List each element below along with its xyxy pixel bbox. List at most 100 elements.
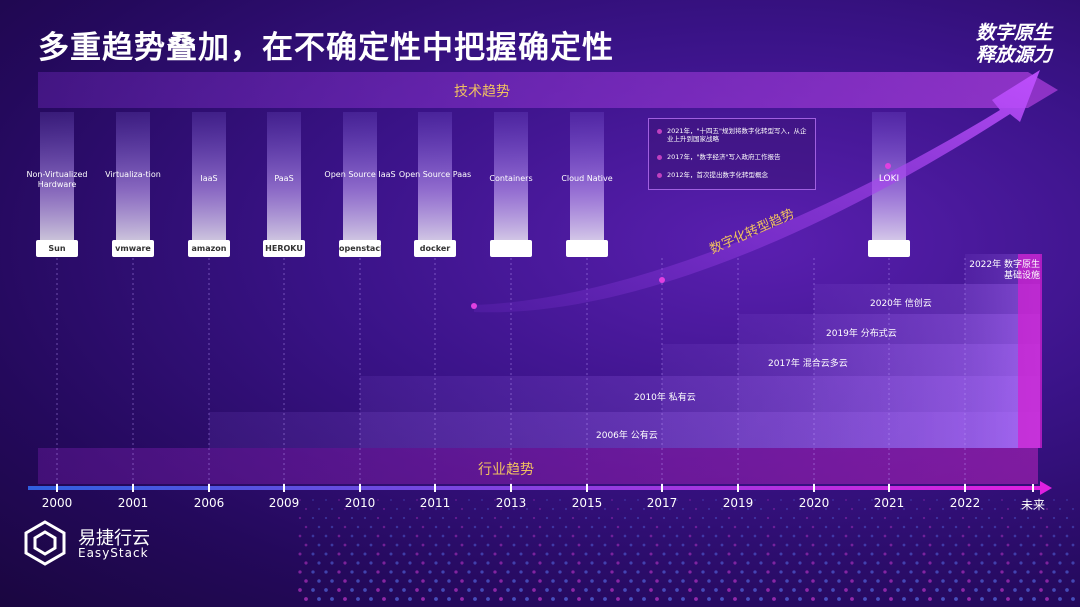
- dot: [844, 534, 848, 538]
- dot: [642, 543, 646, 547]
- year-label-11: 2021: [873, 496, 905, 510]
- dot: [415, 516, 419, 520]
- dot: [1013, 570, 1017, 574]
- dot: [785, 525, 789, 529]
- dot: [343, 579, 347, 583]
- dot: [935, 552, 939, 556]
- dot: [468, 499, 470, 501]
- dot: [629, 597, 633, 601]
- dot: [350, 516, 354, 520]
- dot: [1032, 507, 1036, 511]
- dot: [668, 543, 672, 547]
- dot: [650, 499, 652, 501]
- dot: [811, 543, 815, 547]
- dot: [837, 525, 841, 529]
- dot: [863, 597, 867, 601]
- dot: [1026, 588, 1030, 592]
- dot: [532, 570, 536, 574]
- dot: [389, 588, 393, 592]
- tech-pillar-4: [343, 112, 377, 240]
- footer-brand-en: EasyStack: [78, 546, 149, 560]
- dot: [486, 543, 490, 547]
- dot: [1053, 499, 1055, 501]
- dot: [363, 570, 367, 574]
- dot: [689, 499, 691, 501]
- dot: [624, 499, 626, 501]
- dot: [883, 534, 887, 538]
- dot: [792, 570, 796, 574]
- dot: [376, 552, 380, 556]
- dot: [805, 534, 809, 538]
- dot: [571, 534, 575, 538]
- dot: [980, 561, 984, 565]
- dot: [460, 597, 464, 601]
- dot: [858, 499, 860, 501]
- stair-label-0: 2006年 公有云: [596, 431, 658, 441]
- dot: [714, 570, 718, 574]
- dot: [909, 570, 913, 574]
- dot: [707, 507, 711, 511]
- dot: [675, 570, 679, 574]
- dot: [694, 597, 698, 601]
- dot: [967, 597, 971, 601]
- dot: [343, 561, 347, 565]
- tick-2019: [737, 484, 739, 492]
- year-label-9: 2019: [722, 496, 754, 510]
- dot: [701, 552, 705, 556]
- tick-未来: [1032, 484, 1034, 492]
- dot: [980, 579, 984, 583]
- dot: [545, 570, 549, 574]
- dot: [741, 499, 743, 501]
- dot: [642, 597, 646, 601]
- dot: [805, 570, 809, 574]
- dot: [806, 499, 808, 501]
- dot: [753, 516, 757, 520]
- tech-column-label-3: PaaS: [274, 174, 294, 183]
- dot: [831, 570, 835, 574]
- dot: [356, 543, 360, 547]
- dot: [694, 579, 698, 583]
- dot: [772, 525, 776, 529]
- tech-column-label-8: LOKI: [878, 174, 900, 184]
- dot: [356, 561, 360, 565]
- dot: [876, 543, 880, 547]
- dot: [649, 516, 653, 520]
- dot: [304, 507, 308, 511]
- dot: [1032, 543, 1036, 547]
- dot: [629, 525, 633, 529]
- tick-2015: [586, 484, 588, 492]
- dot: [538, 507, 542, 511]
- dot: [681, 543, 685, 547]
- dot: [954, 597, 958, 601]
- dot: [754, 499, 756, 501]
- dot: [597, 516, 601, 520]
- dot: [876, 597, 880, 601]
- dot: [369, 507, 373, 511]
- brand-slogan: 数字原生 释放源力: [976, 22, 1052, 66]
- dot: [896, 588, 900, 592]
- dot: [714, 534, 718, 538]
- dot: [324, 534, 328, 538]
- tech-trend-label: 技术趋势: [454, 84, 510, 100]
- dot: [720, 597, 724, 601]
- dot: [701, 570, 705, 574]
- dot: [844, 588, 848, 592]
- dot: [395, 579, 399, 583]
- dot: [525, 597, 529, 601]
- dot: [805, 552, 809, 556]
- dot: [363, 516, 367, 520]
- dot: [655, 561, 659, 565]
- easystack-logo-icon: [24, 520, 66, 566]
- dot: [545, 534, 549, 538]
- stair-label-3: 2019年 分布式云: [826, 329, 897, 339]
- dot: [428, 534, 432, 538]
- dot: [727, 534, 731, 538]
- dot: [551, 543, 555, 547]
- page-title: 多重趋势叠加，在不确定性中把握确定性: [38, 30, 614, 66]
- dot: [746, 525, 750, 529]
- dot: [636, 534, 640, 538]
- dot: [610, 534, 614, 538]
- dot: [311, 588, 315, 592]
- dot: [590, 525, 594, 529]
- dot: [889, 525, 893, 529]
